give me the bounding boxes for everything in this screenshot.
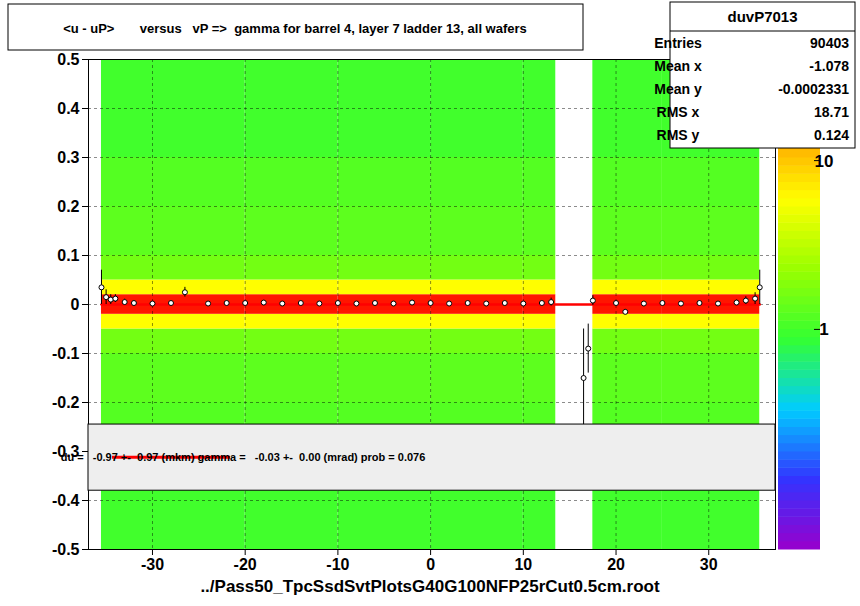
svg-text:0.3: 0.3 (57, 149, 79, 166)
svg-text:Entries: Entries (654, 35, 702, 51)
svg-text:Mean x: Mean x (654, 58, 702, 74)
svg-text:0: 0 (71, 296, 80, 313)
svg-text:0.4: 0.4 (57, 100, 79, 117)
svg-text:-1.078: -1.078 (809, 58, 849, 74)
svg-text:30: 30 (700, 556, 718, 573)
svg-text:10: 10 (815, 152, 834, 171)
svg-text:RMS x: RMS x (657, 104, 700, 120)
svg-text:90403: 90403 (810, 35, 849, 51)
svg-text:0.5: 0.5 (57, 51, 79, 68)
svg-text:<u - uP> versus vP =>: <u - uP> versus vP => gamma for barrel 4… (63, 21, 527, 36)
svg-text:-0.2: -0.2 (52, 394, 80, 411)
svg-text:-0.0002331: -0.0002331 (778, 81, 849, 97)
svg-text:-0.4: -0.4 (52, 492, 80, 509)
svg-text:duvP7013: duvP7013 (727, 8, 797, 25)
svg-text:0.124: 0.124 (814, 127, 849, 143)
svg-text:-0.1: -0.1 (52, 345, 80, 362)
svg-text:-10: -10 (326, 556, 349, 573)
svg-text:10: 10 (514, 556, 532, 573)
svg-text:1: 1 (819, 320, 828, 339)
svg-text:0.2: 0.2 (57, 198, 79, 215)
svg-text:-20: -20 (234, 556, 257, 573)
svg-text:-30: -30 (141, 556, 164, 573)
svg-text:0.1: 0.1 (57, 247, 79, 264)
svg-text:RMS y: RMS y (657, 127, 700, 143)
svg-text:0: 0 (426, 556, 435, 573)
svg-text:18.71: 18.71 (814, 104, 849, 120)
svg-text:20: 20 (607, 556, 625, 573)
svg-text:../Pass50_TpcSsdSvtPlotsG40G10: ../Pass50_TpcSsdSvtPlotsG40G100NFP25rCut… (200, 577, 660, 596)
svg-text:-0.5: -0.5 (52, 541, 80, 558)
svg-text:du = -0.97 +- 0.97 (mkm) ga: du = -0.97 +- 0.97 (mkm) gamma = -0.03 +… (61, 451, 426, 463)
svg-text:Mean y: Mean y (654, 81, 702, 97)
